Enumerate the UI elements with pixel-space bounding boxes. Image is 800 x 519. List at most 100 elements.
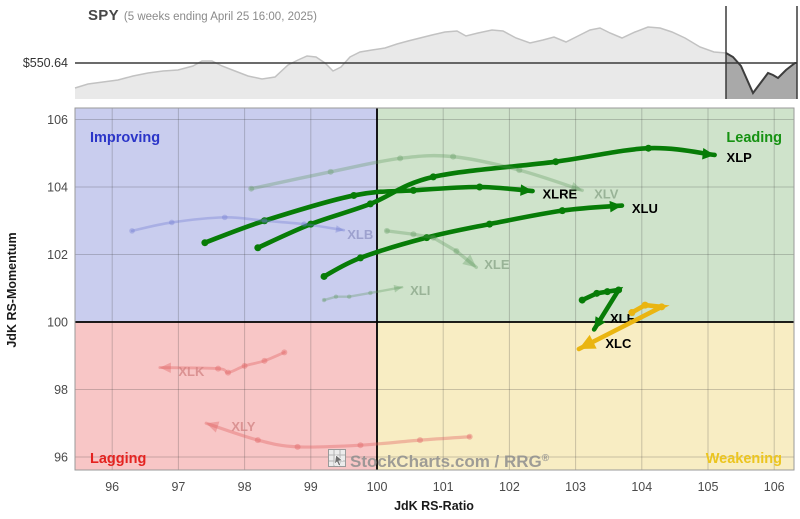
tail-dot xyxy=(383,227,390,234)
tail-xlp[interactable]: XLP xyxy=(254,144,753,252)
quadrant-label-lagging: Lagging xyxy=(90,451,146,467)
x-tick-label: 103 xyxy=(565,480,586,494)
y-tick-label: 106 xyxy=(47,113,68,127)
tail-arrow xyxy=(206,421,220,433)
tail-dot xyxy=(327,168,334,175)
x-tick-label: 97 xyxy=(171,480,185,494)
tail-dot xyxy=(658,303,666,311)
tail-dot xyxy=(578,296,586,304)
sector-label-xlb[interactable]: XLB xyxy=(347,227,373,242)
tail-dot xyxy=(321,297,327,303)
tail-xli[interactable]: XLI xyxy=(321,283,430,303)
tail-xlk[interactable]: XLK xyxy=(158,349,288,379)
y-tick-label: 96 xyxy=(54,451,68,465)
tail-dot xyxy=(430,234,437,241)
tail-path xyxy=(322,286,404,302)
sector-label-xle[interactable]: XLE xyxy=(484,257,510,272)
y-axis-title: JdK RS-Momentum xyxy=(5,232,19,347)
tail-arrow xyxy=(702,147,715,160)
tail-dot xyxy=(615,286,623,294)
sector-label-xly[interactable]: XLY xyxy=(231,419,255,434)
tail-dot xyxy=(281,349,288,356)
tail-path xyxy=(130,216,346,233)
tail-dot xyxy=(558,207,566,215)
sector-label-xlk[interactable]: XLK xyxy=(178,364,205,379)
tail-xlre[interactable]: XLRE xyxy=(201,183,578,247)
x-tick-label: 99 xyxy=(304,480,318,494)
quadrant-lagging xyxy=(75,322,377,470)
tail-dot xyxy=(368,290,373,296)
tail-arrow xyxy=(578,334,597,349)
quadrant-leading xyxy=(377,108,794,322)
sector-label-xlp[interactable]: XLP xyxy=(727,150,753,165)
tail-dot xyxy=(357,442,364,449)
sector-label-xlc[interactable]: XLC xyxy=(605,336,632,351)
tail-dot xyxy=(429,173,437,181)
plot-border xyxy=(74,107,795,471)
sector-label-xli[interactable]: XLI xyxy=(410,283,430,298)
x-tick-label: 100 xyxy=(367,480,388,494)
tail-dot xyxy=(603,288,611,296)
rrg-chart[interactable]: Improving Leading Lagging Weakening StockCha… xyxy=(0,100,800,519)
tail-xlc[interactable]: XLC xyxy=(576,301,670,352)
tail-path xyxy=(576,302,670,352)
x-tick-label: 96 xyxy=(105,480,119,494)
tail-dot xyxy=(641,301,649,309)
tail-arrow xyxy=(335,225,344,233)
y-tick-label: 104 xyxy=(47,181,68,195)
x-tick-label: 105 xyxy=(698,480,719,494)
tail-dot xyxy=(516,167,523,174)
quadrant-label-improving: Improving xyxy=(90,130,160,146)
tail-dot xyxy=(129,228,135,234)
tail-xlv[interactable]: XLV xyxy=(248,153,619,202)
tail-dot xyxy=(294,443,301,450)
tail-arrow xyxy=(520,184,533,196)
tail-dot xyxy=(417,437,424,444)
tail-xle[interactable]: XLE xyxy=(383,227,510,272)
tail-dot xyxy=(201,239,209,247)
tail-path xyxy=(249,153,584,193)
tail-dot xyxy=(221,214,228,221)
x-tick-label: 101 xyxy=(433,480,454,494)
tail-dot xyxy=(453,248,460,255)
highlight-area xyxy=(726,53,797,99)
price-line xyxy=(74,26,797,95)
tail-dot xyxy=(644,144,652,152)
tail-arrow xyxy=(393,284,403,293)
x-tick-label: 102 xyxy=(499,480,520,494)
x-axis-title: JdK RS-Ratio xyxy=(394,499,474,513)
tail-dot xyxy=(261,357,268,364)
chart-header: SPY (5 weeks ending April 25 16:00, 2025) xyxy=(88,7,317,25)
tail-xly[interactable]: XLY xyxy=(204,419,473,450)
x-tick-label: 106 xyxy=(764,480,785,494)
tail-arrow xyxy=(462,254,477,268)
tail-dot xyxy=(320,272,328,280)
tail-dot xyxy=(486,220,494,228)
tail-dot xyxy=(301,221,307,227)
tail-xlb[interactable]: XLB xyxy=(129,214,373,242)
watermark-text: StockCharts.com / RRG® xyxy=(350,452,550,471)
tail-dot xyxy=(225,369,232,376)
tail-dot xyxy=(241,362,248,369)
tail-arrow xyxy=(159,362,171,374)
tail-dot xyxy=(307,220,315,228)
tail-dot xyxy=(593,289,601,297)
reference-price-label: $550.64 xyxy=(22,56,68,70)
sector-label-xlre[interactable]: XLRE xyxy=(543,186,578,201)
tail-dot xyxy=(366,200,374,208)
tail-dot xyxy=(254,244,262,252)
tail-arrow xyxy=(594,316,606,330)
tail-arrow xyxy=(609,200,622,213)
y-tick-label: 100 xyxy=(47,316,68,330)
sector-label-xlu[interactable]: XLU xyxy=(632,201,658,216)
chart-period-subtitle: (5 weeks ending April 25 16:00, 2025) xyxy=(123,11,317,23)
tail-dot xyxy=(168,219,175,226)
x-tick-label: 98 xyxy=(238,480,252,494)
tail-xlu[interactable]: XLU xyxy=(320,200,658,280)
sector-label-xlv[interactable]: XLV xyxy=(594,186,619,201)
tail-dot xyxy=(350,191,358,199)
y-tick-label: 102 xyxy=(47,248,68,262)
tail-arrow xyxy=(570,181,583,193)
tail-dot xyxy=(261,217,268,224)
